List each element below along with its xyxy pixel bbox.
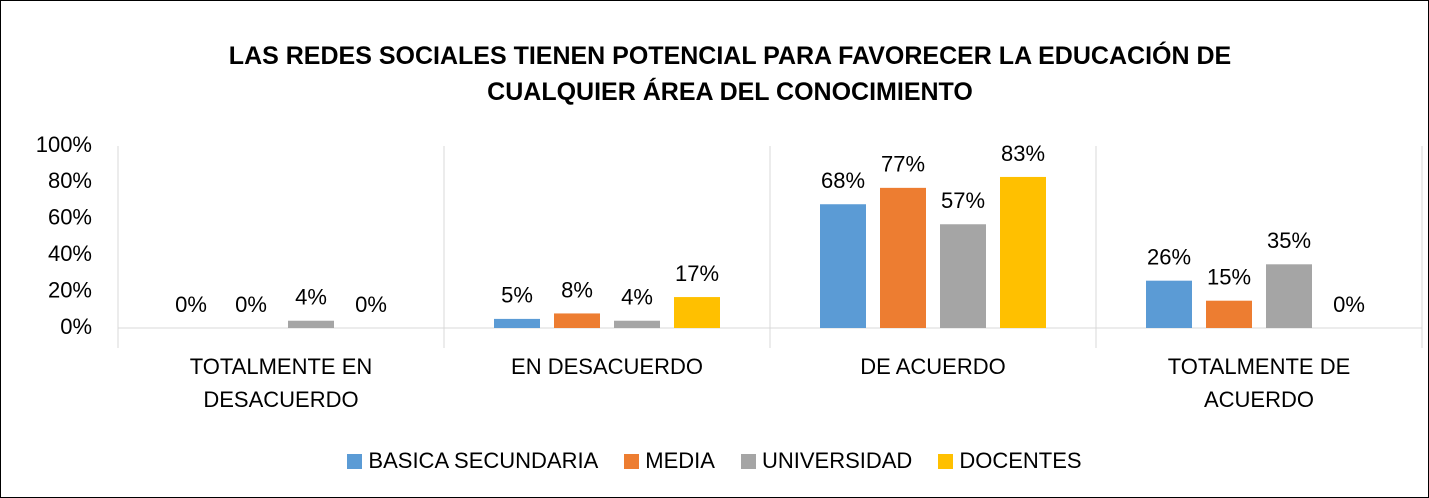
data-label: 15% [1207, 265, 1251, 290]
y-tick-label: 80% [48, 168, 92, 193]
legend-swatch [740, 453, 756, 469]
legend-swatch [347, 453, 363, 469]
y-tick-label: 60% [48, 205, 92, 230]
data-label: 57% [941, 188, 985, 213]
bar [614, 320, 660, 328]
legend: BASICA SECUNDARIA MEDIA UNIVERSIDAD DOCENTE… [0, 448, 1429, 474]
bar [1000, 176, 1046, 328]
data-label: 5% [501, 283, 533, 308]
y-tick-label: 0% [60, 314, 92, 339]
data-label: 0% [175, 292, 207, 317]
chart-title: LAS REDES SOCIALES TIENEN POTENCIAL PARA… [228, 42, 1232, 106]
data-label: 83% [1001, 141, 1045, 166]
data-label: 35% [1267, 228, 1311, 253]
legend-item: DOCENTES [938, 448, 1082, 474]
bar [288, 320, 334, 328]
data-label: 0% [355, 292, 387, 317]
data-label: 8% [561, 277, 593, 302]
legend-item: UNIVERSIDAD [740, 448, 913, 474]
x-tick-label: EN DESACUERDO [511, 354, 703, 379]
legend-label: MEDIA [645, 448, 715, 473]
data-label: 4% [621, 285, 653, 310]
bar [674, 297, 720, 328]
bar [820, 204, 866, 328]
bar [880, 187, 926, 328]
data-label: 26% [1147, 244, 1191, 269]
data-label: 0% [1333, 292, 1365, 317]
x-tick-label: DE ACUERDO [860, 354, 1006, 379]
legend-label: BASICA SECUNDARIA [368, 448, 599, 473]
y-tick-label: 20% [48, 277, 92, 302]
legend-label: DOCENTES [959, 448, 1082, 473]
data-label: 0% [235, 292, 267, 317]
x-tick-label: TOTALMENTE EN DESACUERDO [189, 354, 373, 412]
y-tick-label: 40% [48, 241, 92, 266]
legend-label: UNIVERSIDAD [761, 448, 913, 473]
bar [940, 224, 986, 328]
bar [1206, 300, 1252, 328]
legend-item: BASICA SECUNDARIA [347, 448, 598, 474]
data-label: 4% [295, 285, 327, 310]
legend-swatch [938, 453, 954, 469]
bar [1266, 264, 1312, 328]
data-label: 17% [675, 261, 719, 286]
data-label: 77% [881, 152, 925, 177]
bar [1146, 280, 1192, 328]
data-label: 68% [821, 168, 865, 193]
bar [494, 318, 540, 328]
y-tick-label: 100% [36, 132, 92, 157]
bar [554, 313, 600, 328]
legend-swatch [624, 453, 640, 469]
x-tick-label: TOTALMENTE DE ACUERDO [1167, 354, 1351, 412]
legend-item: MEDIA [624, 448, 715, 474]
